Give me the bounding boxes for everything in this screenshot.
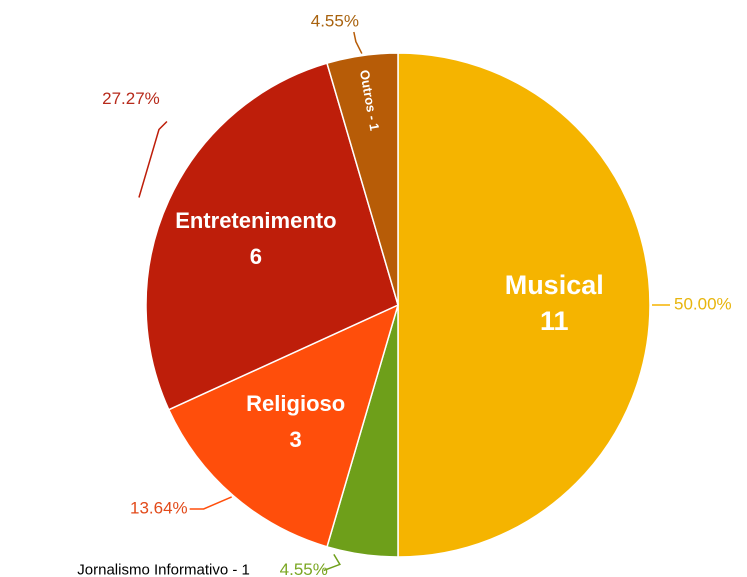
leader-outros xyxy=(353,31,363,54)
slice-value-musical: 11 xyxy=(540,306,569,336)
slice-religioso xyxy=(167,303,400,548)
pct-label-entretenimento: 27.27% xyxy=(102,89,160,108)
leader-religioso xyxy=(189,496,232,510)
leader-jornalismo xyxy=(323,554,341,572)
slice-label-musical: Musical xyxy=(505,270,604,300)
slice-label-entretenimento: Entretenimento xyxy=(175,208,336,233)
slice-label-religioso: Religioso xyxy=(246,391,345,416)
slice-value-religioso: 3 xyxy=(290,427,302,452)
pct-label-outros: 4.55% xyxy=(311,11,359,30)
slice-value-entretenimento: 6 xyxy=(250,244,262,269)
pct-label-religioso: 13.64% xyxy=(130,498,188,517)
slice-entretenimento xyxy=(145,62,399,411)
pct-label-musical: 50.00% xyxy=(674,294,732,313)
slice-outros xyxy=(326,52,399,306)
slice-musical xyxy=(397,52,651,558)
pct-label-jornalismo: 4.55% xyxy=(280,560,328,577)
leader-entretenimento xyxy=(138,120,168,198)
outside-label-jornalismo: Jornalismo Informativo - 1 xyxy=(77,561,250,577)
